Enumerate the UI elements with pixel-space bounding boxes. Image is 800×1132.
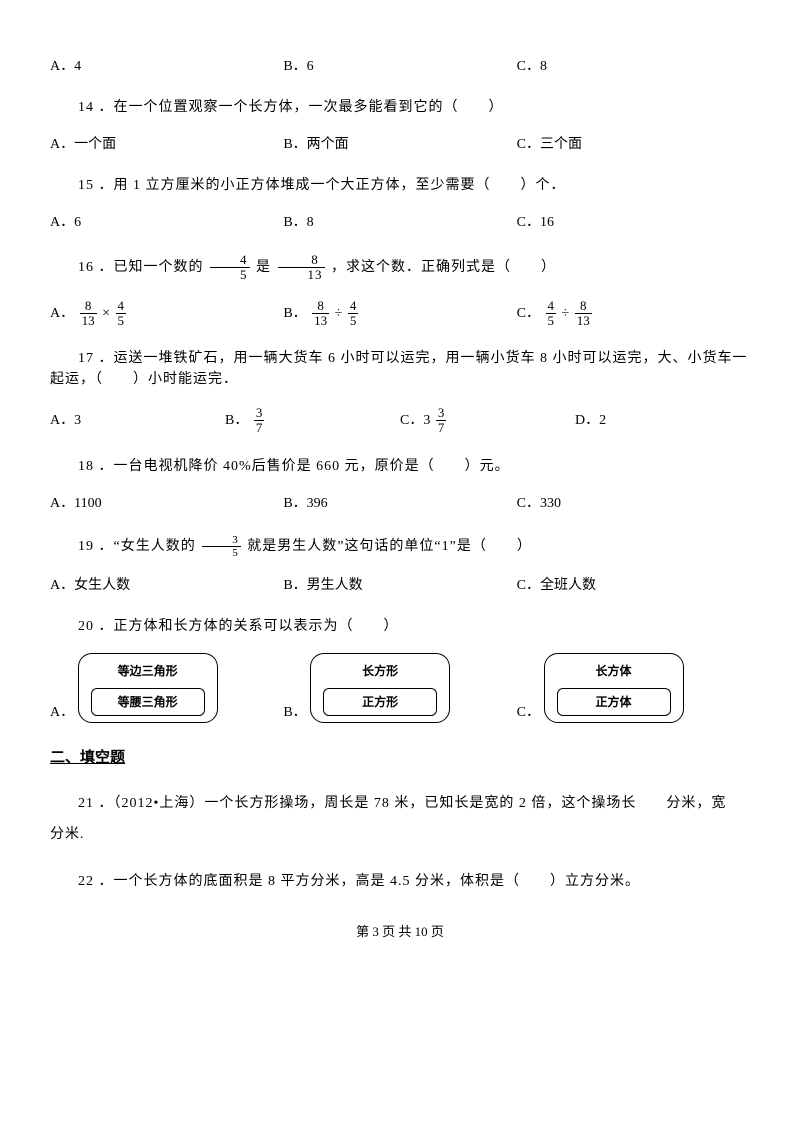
- q16-text: 16 ．已知一个数的 45 是 813 ，求这个数．正确列式是（ ）: [50, 253, 750, 283]
- q16-c: C． 45 ÷ 813: [517, 299, 750, 329]
- q20-options: A． 等边三角形 等腰三角形 B． 长方形 正方形 C． 长方体 正方体: [50, 653, 750, 723]
- q17-text: 17 ．运送一堆铁矿石，用一辆大货车 6 小时可以运完，用一辆小货车 8 小时可…: [50, 348, 750, 390]
- q17-options: A．3 B． 37 C．3 37 D．2: [50, 406, 750, 436]
- q14-a: A．一个面: [50, 134, 283, 155]
- q14-text: 14 ．在一个位置观察一个长方体，一次最多能看到它的（ ）: [50, 97, 750, 118]
- q15-text: 15 ．用 1 立方厘米的小正方体堆成一个大正方体，至少需要（ ）个．: [50, 175, 750, 196]
- q16-pre: 16 ．已知一个数的: [78, 260, 204, 275]
- q21-text: 21 ．（2012•上海）一个长方形操场，周长是 78 米，已知长是宽的 2 倍…: [50, 789, 750, 851]
- q15-b: B．8: [283, 212, 516, 233]
- q16-b: B． 813 ÷ 45: [283, 299, 516, 329]
- q16-mid: 是: [256, 260, 271, 275]
- q15-options: A．6 B．8 C．16: [50, 212, 750, 233]
- q17-c: C．3 37: [400, 406, 575, 436]
- q16-post: ，求这个数．正确列式是（ ）: [331, 260, 556, 275]
- section-2-title: 二、填空题: [50, 747, 750, 770]
- q20-c: C． 长方体 正方体: [517, 653, 750, 723]
- diagram-b: 长方形 正方形: [310, 653, 450, 723]
- q20-text: 20 ．正方体和长方体的关系可以表示为（ ）: [50, 616, 750, 637]
- q19-c: C．全班人数: [517, 575, 750, 596]
- q18-options: A．1100 B．396 C．330: [50, 493, 750, 514]
- q17-b: B． 37: [225, 406, 400, 436]
- q13-b: B．6: [283, 56, 516, 77]
- q16-frac1: 45: [210, 253, 250, 283]
- diagram-a: 等边三角形 等腰三角形: [78, 653, 218, 723]
- q16-frac2: 813: [278, 253, 325, 283]
- q19-b: B．男生人数: [283, 575, 516, 596]
- q18-a: A．1100: [50, 493, 283, 514]
- q14-c: C．三个面: [517, 134, 750, 155]
- q20-a: A． 等边三角形 等腰三角形: [50, 653, 283, 723]
- q19-text: 19 ．“女生人数的 35 就是男生人数”这句话的单位“1”是（ ）: [50, 534, 750, 559]
- q17-a: A．3: [50, 410, 225, 431]
- q22-text: 22 ．一个长方体的底面积是 8 平方分米，高是 4.5 分米，体积是（ ）立方…: [50, 871, 750, 892]
- q19-frac: 35: [202, 534, 241, 559]
- q13-a: A．4: [50, 56, 283, 77]
- q15-a: A．6: [50, 212, 283, 233]
- q13-options: A．4 B．6 C．8: [50, 56, 750, 77]
- q20-b: B． 长方形 正方形: [283, 653, 516, 723]
- q18-c: C．330: [517, 493, 750, 514]
- q19-a: A．女生人数: [50, 575, 283, 596]
- q16-a: A． 813 × 45: [50, 299, 283, 329]
- page-footer: 第 3 页 共 10 页: [50, 922, 750, 942]
- q19-options: A．女生人数 B．男生人数 C．全班人数: [50, 575, 750, 596]
- q14-options: A．一个面 B．两个面 C．三个面: [50, 134, 750, 155]
- q14-b: B．两个面: [283, 134, 516, 155]
- q15-c: C．16: [517, 212, 750, 233]
- q17-d: D．2: [575, 410, 750, 431]
- q18-b: B．396: [283, 493, 516, 514]
- q18-text: 18 ．一台电视机降价 40%后售价是 660 元，原价是（ ）元。: [50, 456, 750, 477]
- diagram-c: 长方体 正方体: [544, 653, 684, 723]
- q16-options: A． 813 × 45 B． 813 ÷ 45 C． 45 ÷ 813: [50, 299, 750, 329]
- q13-c: C．8: [517, 56, 750, 77]
